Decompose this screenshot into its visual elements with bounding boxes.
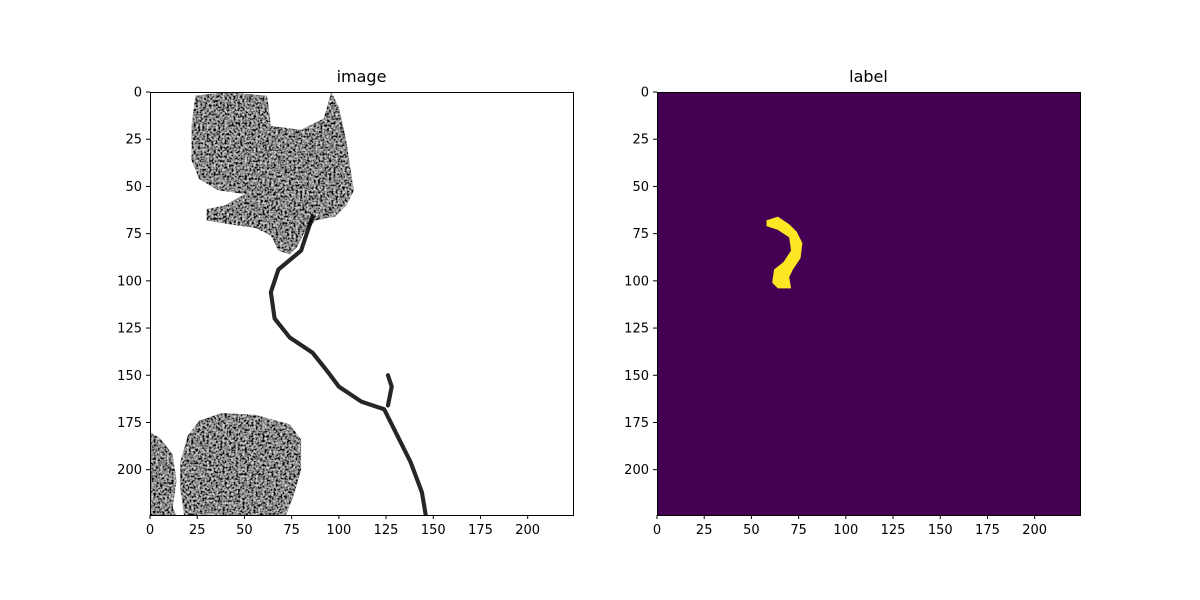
- image-x-tick-label: 100: [326, 523, 351, 538]
- label-label-mask: [766, 216, 803, 289]
- label-y-tick-label: 150: [624, 369, 649, 384]
- image-x-tick-label: 25: [189, 523, 206, 538]
- label-x-tick-label: 50: [743, 523, 760, 538]
- label-x-tick-label: 150: [928, 523, 953, 538]
- label-x-tick-label: 200: [1022, 523, 1047, 538]
- image-x-tick-label: 50: [236, 523, 253, 538]
- label-plot-area: [657, 92, 1080, 515]
- image-upper-left-dark-blob: [191, 92, 354, 255]
- image-y-tick-label: 100: [117, 274, 142, 289]
- image-lower-left-dark-blob: [180, 413, 302, 515]
- image-side-strand: [385, 373, 394, 408]
- image-x-axis: 0 25 50 75 100 125 150 175 200: [146, 515, 540, 538]
- image-plot-area: [150, 92, 573, 515]
- image-y-tick-label: 0: [134, 86, 142, 101]
- label-axes-frame: [657, 92, 1081, 516]
- image-panel-title: image: [337, 67, 387, 86]
- image-edge-sliver-left: [150, 431, 177, 515]
- image-y-tick-label: 25: [125, 133, 142, 148]
- image-y-tick-label: 175: [117, 416, 142, 431]
- image-y-axis: 0 25 50 75 100 125 150 175 200: [117, 86, 150, 478]
- label-background: [657, 92, 1080, 515]
- label-y-tick-label: 25: [632, 133, 649, 148]
- image-x-tick-label: 125: [374, 523, 399, 538]
- image-vertical-strand: [268, 214, 428, 515]
- label-y-tick-label: 200: [624, 463, 649, 478]
- label-y-tick-label: 100: [624, 274, 649, 289]
- label-x-tick-label: 100: [833, 523, 858, 538]
- image-x-tick-label: 75: [283, 523, 300, 538]
- image-y-tick-label: 75: [125, 227, 142, 242]
- label-panel-title: label: [849, 67, 888, 86]
- image-x-tick-label: 175: [468, 523, 493, 538]
- label-y-tick-label: 0: [641, 86, 649, 101]
- label-y-tick-label: 75: [632, 227, 649, 242]
- label-y-tick-label: 125: [624, 322, 649, 337]
- label-x-tick-label: 25: [696, 523, 713, 538]
- image-panel: image 0 25 50 75 100 125 150 175 200 0 25 50 75 100 1…: [117, 67, 574, 538]
- image-y-tick-label: 50: [125, 180, 142, 195]
- label-x-tick-label: 75: [790, 523, 807, 538]
- label-x-axis: 0 25 50 75 100 125 150 175 200: [653, 515, 1047, 538]
- label-x-tick-label: 175: [975, 523, 1000, 538]
- image-x-tick-label: 0: [146, 523, 154, 538]
- label-y-tick-label: 50: [632, 180, 649, 195]
- label-x-tick-label: 125: [881, 523, 906, 538]
- image-y-tick-label: 125: [117, 322, 142, 337]
- label-panel: label 0 25 50 75 100 125 150 175 200 0 25 50 75 100 1…: [624, 67, 1081, 538]
- image-x-tick-label: 150: [421, 523, 446, 538]
- image-x-tick-label: 200: [515, 523, 540, 538]
- label-y-tick-label: 175: [624, 416, 649, 431]
- image-y-tick-label: 200: [117, 463, 142, 478]
- image-axes-frame: [150, 92, 574, 516]
- image-y-tick-label: 150: [117, 369, 142, 384]
- label-x-tick-label: 0: [653, 523, 661, 538]
- label-y-axis: 0 25 50 75 100 125 150 175 200: [624, 86, 657, 478]
